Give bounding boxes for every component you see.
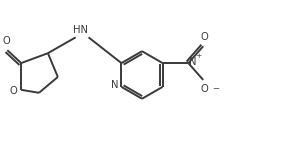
Text: HN: HN — [73, 25, 88, 35]
Text: N: N — [189, 57, 197, 67]
Text: −: − — [212, 84, 219, 93]
Text: +: + — [195, 53, 202, 59]
Text: O: O — [3, 36, 11, 46]
Text: O: O — [9, 86, 17, 96]
Text: O: O — [200, 32, 208, 42]
Text: N: N — [111, 80, 118, 90]
Text: O: O — [200, 84, 208, 94]
